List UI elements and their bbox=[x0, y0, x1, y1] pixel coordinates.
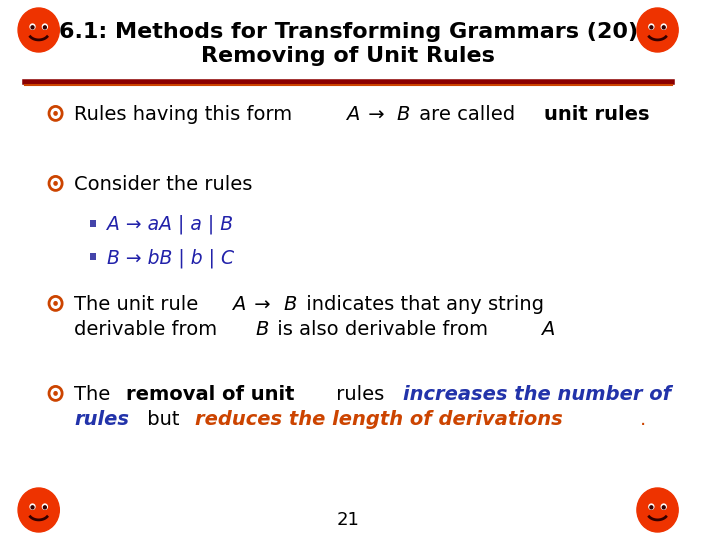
Text: are called: are called bbox=[413, 105, 521, 124]
Text: reduces the length of derivations: reduces the length of derivations bbox=[195, 410, 563, 429]
Text: Removing of Unit Rules: Removing of Unit Rules bbox=[201, 46, 495, 66]
Text: 6.1: Methods for Transforming Grammars (20): 6.1: Methods for Transforming Grammars (… bbox=[58, 22, 638, 42]
Text: A → aA | a | B: A → aA | a | B bbox=[107, 215, 233, 234]
Text: →: → bbox=[248, 295, 277, 314]
Circle shape bbox=[18, 8, 59, 52]
Circle shape bbox=[30, 24, 35, 29]
Text: B: B bbox=[397, 105, 410, 124]
Circle shape bbox=[661, 24, 666, 29]
Text: derivable from: derivable from bbox=[74, 320, 224, 339]
Circle shape bbox=[43, 506, 46, 509]
Text: A: A bbox=[233, 295, 246, 314]
Circle shape bbox=[53, 391, 58, 396]
Circle shape bbox=[649, 504, 654, 509]
Circle shape bbox=[18, 488, 59, 532]
Circle shape bbox=[53, 301, 58, 306]
Text: removal of unit: removal of unit bbox=[126, 385, 294, 404]
Text: but: but bbox=[141, 410, 186, 429]
Circle shape bbox=[661, 504, 666, 509]
Text: rules: rules bbox=[330, 385, 390, 404]
Text: A: A bbox=[541, 320, 554, 339]
Circle shape bbox=[662, 26, 665, 29]
Circle shape bbox=[42, 504, 48, 509]
Circle shape bbox=[650, 26, 653, 29]
Bar bbox=[90, 220, 96, 227]
Circle shape bbox=[662, 506, 665, 509]
Text: B: B bbox=[255, 320, 269, 339]
Circle shape bbox=[637, 8, 678, 52]
Circle shape bbox=[43, 26, 46, 29]
Text: .: . bbox=[640, 410, 646, 429]
Text: B: B bbox=[284, 295, 297, 314]
Text: unit rules: unit rules bbox=[544, 105, 649, 124]
Text: indicates that any string: indicates that any string bbox=[300, 295, 544, 314]
Circle shape bbox=[42, 24, 48, 29]
Text: Rules having this form: Rules having this form bbox=[74, 105, 299, 124]
Text: increases the number of: increases the number of bbox=[402, 385, 671, 404]
Text: 21: 21 bbox=[337, 511, 359, 529]
Text: rules: rules bbox=[74, 410, 130, 429]
Circle shape bbox=[649, 24, 654, 29]
Circle shape bbox=[637, 488, 678, 532]
Text: The: The bbox=[74, 385, 117, 404]
Circle shape bbox=[31, 26, 34, 29]
Text: A: A bbox=[346, 105, 359, 124]
Circle shape bbox=[30, 504, 35, 509]
Text: is also derivable from: is also derivable from bbox=[271, 320, 495, 339]
Bar bbox=[90, 253, 96, 260]
Text: The unit rule: The unit rule bbox=[74, 295, 204, 314]
Text: Consider the rules: Consider the rules bbox=[74, 175, 253, 194]
Circle shape bbox=[53, 111, 58, 116]
Circle shape bbox=[53, 181, 58, 186]
Circle shape bbox=[31, 506, 34, 509]
Text: B → bB | b | C: B → bB | b | C bbox=[107, 248, 234, 267]
Circle shape bbox=[650, 506, 653, 509]
Text: →: → bbox=[362, 105, 391, 124]
